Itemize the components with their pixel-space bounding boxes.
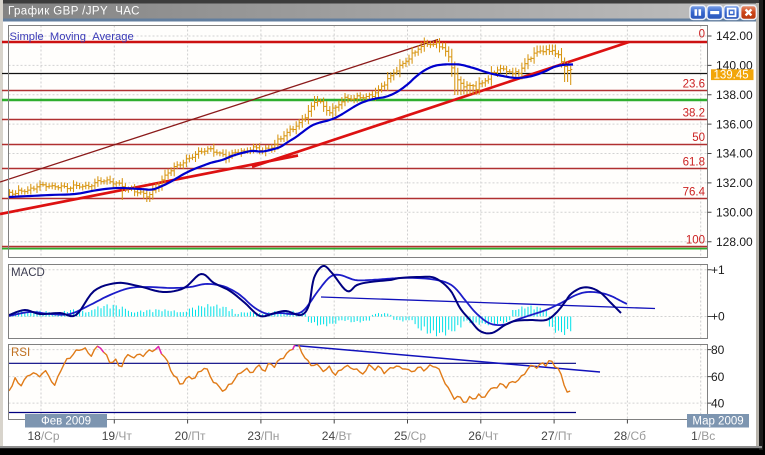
- svg-text:132.00: 132.00: [716, 176, 753, 190]
- svg-text:+0: +0: [711, 310, 725, 324]
- svg-text:Simple Moving Average: Simple Moving Average: [10, 31, 134, 43]
- svg-text:25/Ср: 25/Ср: [394, 429, 426, 443]
- svg-text:23/Пн: 23/Пн: [247, 429, 279, 443]
- svg-text:76.4: 76.4: [683, 187, 706, 199]
- svg-text:Мар 2009: Мар 2009: [692, 416, 743, 428]
- svg-text:142.00: 142.00: [716, 29, 753, 43]
- svg-text:Фев 2009: Фев 2009: [41, 416, 91, 428]
- svg-text:27/Пт: 27/Пт: [541, 429, 572, 443]
- svg-text:38.2: 38.2: [683, 108, 705, 120]
- svg-text:1/Вс: 1/Вс: [691, 429, 715, 443]
- svg-text:100: 100: [686, 235, 705, 247]
- svg-text:26/Чт: 26/Чт: [468, 429, 499, 443]
- svg-text:24/Вт: 24/Вт: [322, 429, 352, 443]
- svg-text:MACD: MACD: [11, 267, 45, 279]
- svg-text:136.00: 136.00: [716, 117, 753, 131]
- svg-text:139.45: 139.45: [714, 70, 749, 82]
- svg-text:График GBP /JPY ЧАС: График GBP /JPY ЧАС: [8, 6, 140, 18]
- svg-text:60: 60: [711, 370, 725, 384]
- svg-text:0: 0: [699, 29, 705, 41]
- svg-text:50: 50: [692, 132, 705, 144]
- svg-text:138.00: 138.00: [716, 88, 753, 102]
- svg-text:40: 40: [711, 396, 725, 410]
- svg-text:134.00: 134.00: [716, 147, 753, 161]
- svg-text:+1: +1: [711, 263, 725, 277]
- svg-text:61.8: 61.8: [683, 157, 705, 169]
- svg-text:28/Сб: 28/Сб: [614, 429, 646, 443]
- svg-text:23.6: 23.6: [683, 79, 705, 91]
- svg-text:18/Ср: 18/Ср: [27, 429, 59, 443]
- svg-text:128.00: 128.00: [716, 235, 753, 249]
- svg-text:20/Пт: 20/Пт: [175, 429, 206, 443]
- svg-text:80: 80: [711, 343, 725, 357]
- svg-text:19/Чт: 19/Чт: [102, 429, 133, 443]
- svg-text:RSI: RSI: [11, 347, 30, 359]
- svg-text:140.00: 140.00: [716, 59, 753, 73]
- svg-text:130.00: 130.00: [716, 206, 753, 220]
